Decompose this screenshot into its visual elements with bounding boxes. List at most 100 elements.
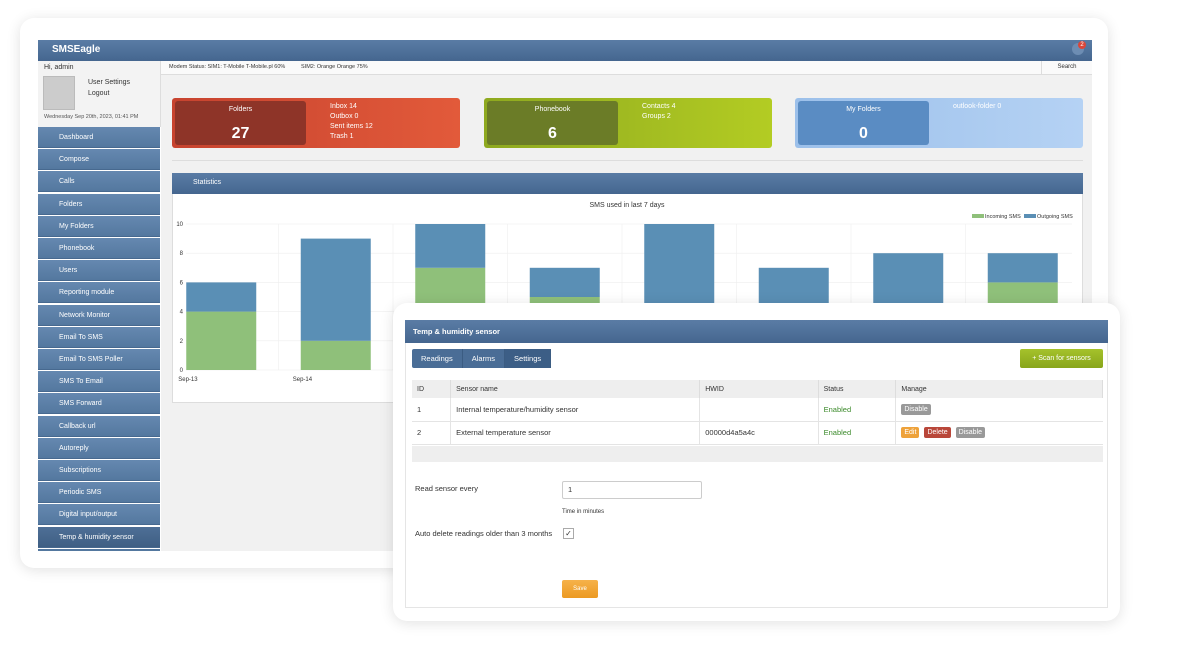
tile-title: Folders xyxy=(228,106,253,113)
menu-item[interactable]: Phonebook xyxy=(38,238,160,259)
read-hint: Time in minutes xyxy=(562,509,605,515)
save-button[interactable]: Save xyxy=(562,580,598,598)
date: Wednesday Sep 20th, 2023, 01:41 PM xyxy=(44,114,139,120)
column-header: Sensor name xyxy=(450,380,701,398)
avatar xyxy=(43,76,75,110)
menu-item[interactable]: Folders xyxy=(38,193,160,215)
tile-details: Contacts 4 Groups 2 xyxy=(642,102,675,122)
tile-detail: Groups 2 xyxy=(642,113,671,120)
menu-item[interactable]: Temp & humidity sensor xyxy=(38,526,160,548)
read-input[interactable]: 1 xyxy=(562,481,702,499)
menu-item[interactable]: Email To SMS xyxy=(38,326,160,348)
auto-delete-checkbox[interactable]: ✓ xyxy=(563,528,574,539)
menu-item[interactable]: Subscriptions xyxy=(38,460,160,481)
bar xyxy=(987,253,1058,283)
tile-inner: My Folders 0 xyxy=(798,101,929,145)
menu-item[interactable]: Dashboard xyxy=(38,127,160,148)
tile-detail: Inbox 14 xyxy=(330,103,357,110)
tile[interactable]: Phonebook 6 Contacts 4 Groups 2 xyxy=(484,98,772,148)
tab[interactable]: Readings xyxy=(412,349,463,368)
menu-end xyxy=(38,549,160,551)
menu-item[interactable]: Network Monitor xyxy=(38,304,160,326)
statistics-header: Statistics xyxy=(172,173,1083,194)
tile-title: Phonebook xyxy=(534,106,571,113)
bar xyxy=(300,238,371,341)
auto-delete-label: Auto delete readings older than 3 months xyxy=(415,529,553,538)
menu-item[interactable]: My Folders xyxy=(38,215,160,237)
user-greeting: Hi, admin xyxy=(44,64,74,71)
x-tick-label: Sep-13 xyxy=(178,377,198,383)
column-header: HWID xyxy=(699,380,819,398)
tile-details: outlook-folder 0 xyxy=(953,102,1001,112)
id-cell: 2 xyxy=(412,421,452,444)
legend-label: Outgoing SMS xyxy=(1037,214,1073,220)
tile[interactable]: Folders 27 Inbox 14 Outbox 0 Sent items 12 Tr… xyxy=(172,98,460,148)
manage-button[interactable]: Edit xyxy=(901,427,920,438)
tile-detail: Outbox 0 xyxy=(330,113,359,120)
manage-button[interactable]: Delete xyxy=(924,427,951,438)
table-row: 2 External temperature sensor 00000d4a5a4c… xyxy=(412,421,1103,444)
bar xyxy=(186,282,257,312)
sensor-table: ID Sensor name HWID Status Manage 1 Internal t… xyxy=(412,380,1103,445)
bar xyxy=(529,267,600,297)
manage-cell: Edit Delete Disable xyxy=(896,421,1103,444)
legend-swatch xyxy=(972,214,984,218)
menu-item[interactable]: Digital input/output xyxy=(38,504,160,526)
y-tick-label: 10 xyxy=(176,222,183,228)
menu-item[interactable]: Periodic SMS xyxy=(38,482,160,504)
tile[interactable]: My Folders 0 outlook-folder 0 xyxy=(795,98,1083,148)
bar xyxy=(873,253,944,312)
hwid-cell xyxy=(699,398,819,421)
table-footer xyxy=(412,446,1103,462)
bar xyxy=(415,224,486,268)
legend-label: Incoming SMS xyxy=(985,214,1021,220)
menu-item[interactable]: Calls xyxy=(38,171,160,193)
notification-badge: 2 xyxy=(1078,41,1086,49)
sensor-header: Temp & humidity sensor xyxy=(405,320,1108,343)
column-header: Status xyxy=(818,380,897,398)
modem-status: Modem Status: SIM1: T-Mobile T-Mobile.pl… xyxy=(169,64,286,70)
y-tick-label: 8 xyxy=(180,251,184,257)
sensor-title: Temp & humidity sensor xyxy=(413,327,500,336)
y-tick-label: 6 xyxy=(180,280,184,286)
chart-title: SMS used in last 7 days xyxy=(589,202,665,209)
manage-button[interactable]: Disable xyxy=(901,403,931,415)
tile-detail: Sent items 12 xyxy=(330,123,373,130)
logout-link[interactable]: Logout xyxy=(88,90,110,97)
user-settings-link[interactable]: User Settings xyxy=(88,79,131,86)
sim2-status: SIM2: Orange Orange 75% xyxy=(301,64,368,70)
table-row: 1 Internal temperature/humidity sensor Ena… xyxy=(412,398,1103,421)
user-panel: Hi, admin User Settings Logout Wednesday… xyxy=(38,61,161,127)
tile-detail: Contacts 4 xyxy=(642,103,676,110)
tile-details: Inbox 14 Outbox 0 Sent items 12 Trash 1 xyxy=(330,102,373,142)
menu-item[interactable]: Callback url xyxy=(38,415,160,437)
name-cell: External temperature sensor xyxy=(450,421,701,444)
sensor-card: Temp & humidity sensor Readings Alarms Set… xyxy=(393,303,1120,621)
y-tick-label: 0 xyxy=(180,368,184,374)
menu-item[interactable]: Users xyxy=(38,260,160,282)
menu-item[interactable]: Compose xyxy=(38,149,160,171)
y-tick-label: 2 xyxy=(180,339,184,345)
sensor-panel xyxy=(405,320,1108,608)
hwid-cell: 00000d4a5a4c xyxy=(699,421,819,444)
tile-detail: outlook-folder 0 xyxy=(953,103,1002,110)
tile-count: 27 xyxy=(231,125,250,142)
search[interactable]: Search xyxy=(1041,61,1092,74)
tab[interactable]: Alarms xyxy=(463,349,506,368)
menu-item[interactable]: Reporting module xyxy=(38,282,160,304)
menu-item[interactable]: SMS To Email xyxy=(38,371,160,393)
status-cell: Enabled xyxy=(818,398,897,421)
id-cell: 1 xyxy=(412,398,452,421)
menu-item[interactable]: SMS Forward xyxy=(38,393,160,415)
menu-item[interactable]: Autoreply xyxy=(38,437,160,459)
tile-inner: Folders 27 xyxy=(175,101,306,145)
status-bar: Modem Status: SIM1: T-Mobile T-Mobile.pl… xyxy=(161,61,1092,75)
header-row: ID Sensor name HWID Status Manage xyxy=(412,380,1103,398)
scan-button[interactable]: + Scan for sensors xyxy=(1020,349,1103,368)
name-cell: Internal temperature/humidity sensor xyxy=(450,398,701,421)
tab[interactable]: Settings xyxy=(505,349,552,368)
menu-item[interactable]: Email To SMS Poller xyxy=(38,349,160,370)
tile-count: 6 xyxy=(548,125,557,142)
manage-button[interactable]: Disable xyxy=(955,427,986,438)
manage-cell: Disable xyxy=(896,398,1103,421)
